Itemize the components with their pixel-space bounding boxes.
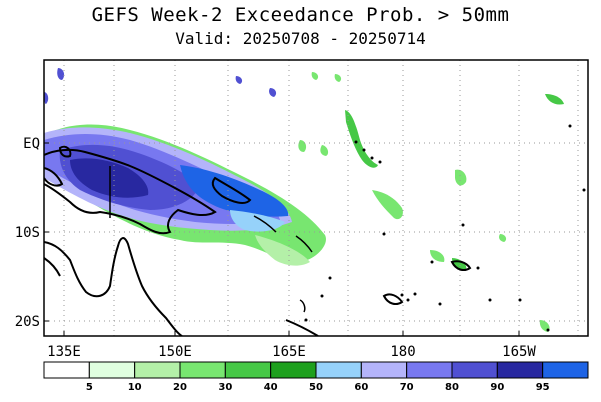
map-frame [43, 59, 589, 337]
colorbar-swatch [224, 361, 272, 379]
shading-small-blue-3 [235, 76, 243, 84]
shading-small-green-1 [455, 169, 467, 186]
lon-label-180: 180 [390, 344, 415, 360]
coastline-new-guinea [44, 148, 217, 235]
colorbar-swatch [43, 361, 90, 379]
shading-small-green-9 [311, 72, 319, 80]
shading-small-green-4 [545, 94, 564, 105]
coastline-new-caledonia [285, 319, 319, 336]
colorbar-label: 90 [490, 382, 504, 393]
coastline-australia-north [44, 237, 183, 336]
colorbar-swatch [179, 361, 226, 379]
map-title: GEFS Week-2 Exceedance Prob. > 50mm [91, 4, 510, 26]
coastlines [44, 145, 472, 336]
lat-label-10s: 10S [15, 225, 40, 241]
colorbar-swatch [360, 361, 408, 379]
coastline-irian-west [44, 167, 64, 187]
colorbar-label: 40 [264, 382, 278, 393]
colorbar: 5 10 20 30 40 50 60 70 80 90 95 [43, 361, 589, 393]
colorbar-swatch [270, 361, 317, 379]
colorbar-swatch [496, 361, 544, 379]
shading-bougainville [372, 190, 403, 220]
colorbar-label: 5 [86, 382, 93, 393]
lat-label-20s: 20S [15, 314, 40, 330]
map-gridlines [44, 60, 588, 336]
colorbar-label: 80 [445, 382, 459, 393]
colorbar-label: 20 [173, 382, 187, 393]
colorbar-label: 60 [354, 382, 368, 393]
lon-label-165w: 165W [502, 344, 536, 360]
coastline-new-britain [211, 176, 252, 204]
colorbar-label: 50 [309, 382, 323, 393]
lon-label-135e: 135E [47, 344, 81, 360]
shading-solomons-east [345, 110, 378, 168]
colorbar-label: 95 [536, 382, 550, 393]
colorbar-swatch [451, 361, 498, 379]
shading-bright-blue [180, 165, 289, 217]
lat-label-eq: EQ [23, 136, 40, 152]
coastline-small-island-1 [299, 299, 306, 313]
colorbar-swatch [88, 361, 136, 379]
coastline-fiji [450, 260, 472, 271]
colorbar-swatch [315, 361, 362, 379]
colorbar-label: 10 [128, 382, 142, 393]
coastline-solomon-2 [295, 235, 313, 253]
map-plot-area [44, 60, 588, 336]
colorbar-swatch [542, 361, 589, 379]
shading-light-green [255, 235, 310, 266]
shading-navy [70, 158, 149, 198]
colorbar-label: 70 [400, 382, 414, 393]
colorbar-label: 30 [218, 382, 232, 393]
map-subtitle: Valid: 20250708 - 20250714 [175, 29, 426, 48]
coastline-north-islands [58, 145, 72, 158]
shading-small-green-10 [334, 74, 342, 82]
lon-label-150e: 150E [158, 344, 192, 360]
shading-small-blue-1 [57, 68, 65, 80]
coastline-australia-west [44, 257, 61, 277]
colorbar-swatch [134, 361, 181, 379]
colorbar-swatch [406, 361, 453, 379]
island-dots [304, 124, 586, 332]
axis-ticks [44, 142, 520, 336]
shading-light-blue [230, 210, 285, 232]
shading-small-green-5 [430, 250, 445, 262]
shading-small-blue-2 [44, 92, 49, 104]
lon-label-165e: 165E [272, 344, 306, 360]
coastline-solomon-1 [253, 215, 277, 233]
shading-small-green-3 [320, 145, 329, 156]
coastline-vanuatu [382, 293, 404, 305]
shading-small-green-6 [499, 234, 507, 242]
shading-small-blue-4 [269, 88, 277, 97]
